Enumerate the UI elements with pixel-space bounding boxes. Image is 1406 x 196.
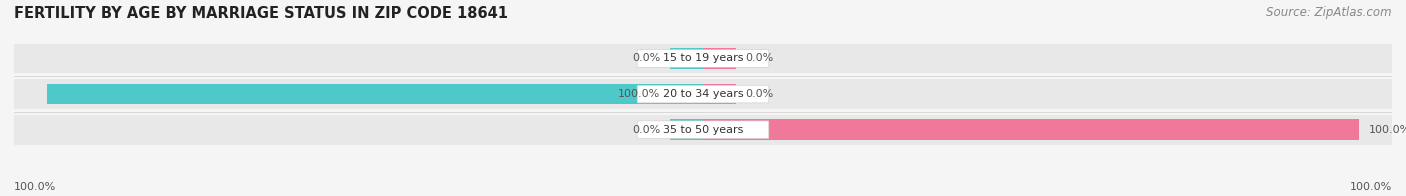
FancyBboxPatch shape xyxy=(637,85,769,103)
Bar xyxy=(703,48,735,69)
Bar xyxy=(14,115,1392,144)
Text: 20 to 34 years: 20 to 34 years xyxy=(662,89,744,99)
Bar xyxy=(671,119,703,140)
Text: 100.0%: 100.0% xyxy=(619,89,661,99)
Bar xyxy=(671,84,703,104)
Text: 0.0%: 0.0% xyxy=(745,54,773,64)
Bar xyxy=(703,84,735,104)
Bar xyxy=(671,48,703,69)
Bar xyxy=(14,79,1392,109)
Text: 15 to 19 years: 15 to 19 years xyxy=(662,54,744,64)
FancyBboxPatch shape xyxy=(637,121,769,139)
Text: 0.0%: 0.0% xyxy=(745,89,773,99)
Text: 0.0%: 0.0% xyxy=(633,54,661,64)
Text: 100.0%: 100.0% xyxy=(1350,182,1392,192)
Text: 0.0%: 0.0% xyxy=(633,125,661,135)
Text: 35 to 50 years: 35 to 50 years xyxy=(662,125,744,135)
FancyBboxPatch shape xyxy=(637,50,769,67)
Text: 100.0%: 100.0% xyxy=(14,182,56,192)
Bar xyxy=(703,119,1360,140)
Text: 100.0%: 100.0% xyxy=(1369,125,1406,135)
Bar xyxy=(703,119,735,140)
Text: FERTILITY BY AGE BY MARRIAGE STATUS IN ZIP CODE 18641: FERTILITY BY AGE BY MARRIAGE STATUS IN Z… xyxy=(14,6,508,21)
Bar xyxy=(14,44,1392,73)
Bar xyxy=(46,84,703,104)
Text: Source: ZipAtlas.com: Source: ZipAtlas.com xyxy=(1267,6,1392,19)
